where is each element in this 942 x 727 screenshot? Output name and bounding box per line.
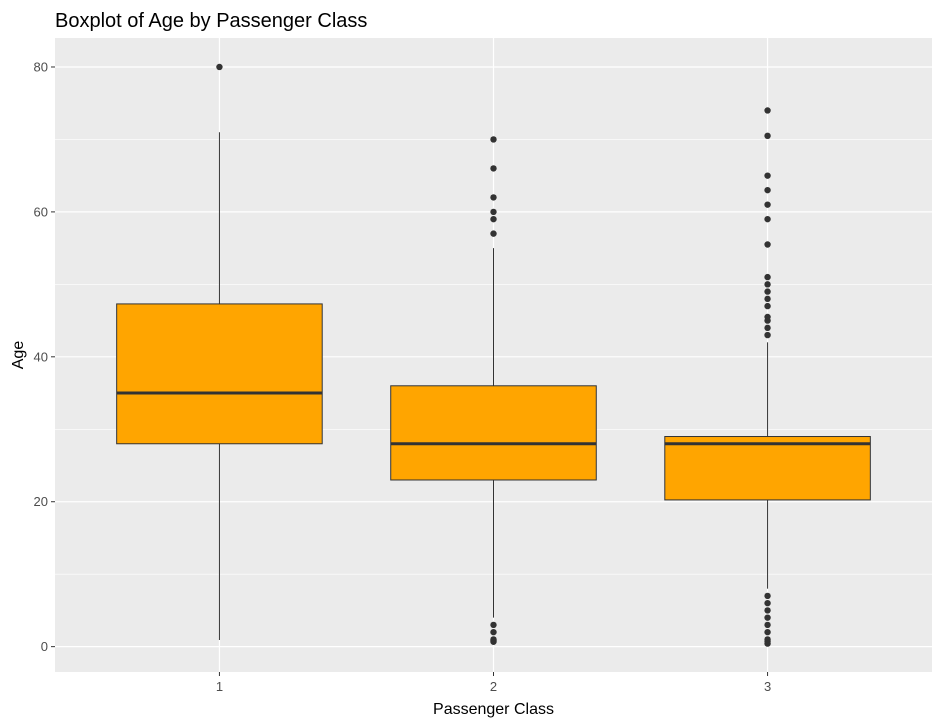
outlier-point xyxy=(490,194,497,201)
y-tick-label: 40 xyxy=(34,349,48,364)
box-iqr xyxy=(390,385,597,481)
outlier-point xyxy=(764,621,771,629)
outlier-point xyxy=(490,208,497,216)
outlier-point xyxy=(490,628,497,636)
outlier-point xyxy=(764,592,771,600)
x-axis-title: Passenger Class xyxy=(433,701,554,718)
x-tick-label: 1 xyxy=(216,679,223,694)
outlier-point xyxy=(490,136,497,143)
outlier-point xyxy=(764,313,771,321)
box-iqr xyxy=(664,436,871,501)
y-tick-label: 20 xyxy=(34,494,48,509)
x-tick-label: 2 xyxy=(490,679,497,694)
outlier-point xyxy=(490,636,497,643)
outlier-point xyxy=(764,295,771,303)
outlier-point xyxy=(764,201,771,208)
outlier-point xyxy=(490,621,497,629)
outlier-point xyxy=(764,607,771,614)
outlier-point xyxy=(490,215,497,223)
chart-title: Boxplot of Age by Passenger Class xyxy=(55,10,367,32)
outlier-point xyxy=(764,172,771,179)
outlier-point xyxy=(764,273,771,281)
outlier-point xyxy=(764,288,771,295)
x-tick-label: 3 xyxy=(764,679,771,694)
box-category-2 xyxy=(390,136,597,645)
box-category-3 xyxy=(664,107,871,647)
outlier-point xyxy=(490,165,497,172)
box-category-1 xyxy=(116,63,323,640)
outlier-point xyxy=(764,186,771,194)
outlier-point xyxy=(490,230,497,237)
y-axis-title: Age xyxy=(10,341,27,370)
box-iqr xyxy=(116,303,323,445)
y-tick-label: 0 xyxy=(41,639,48,654)
outlier-point xyxy=(216,63,223,71)
y-tick-label: 80 xyxy=(34,59,48,74)
x-axis: 1 2 3 xyxy=(216,672,771,694)
outlier-point xyxy=(764,628,771,636)
outlier-point xyxy=(764,324,771,332)
outlier-point xyxy=(764,636,771,643)
outlier-point xyxy=(764,281,771,288)
outlier-point xyxy=(764,599,771,607)
outlier-point xyxy=(764,302,771,310)
y-tick-label: 60 xyxy=(34,204,48,219)
outlier-point xyxy=(764,215,771,223)
outlier-point xyxy=(764,614,771,621)
outlier-point xyxy=(764,132,771,140)
outlier-point xyxy=(764,241,771,248)
outlier-point xyxy=(764,331,771,339)
y-axis: 0 20 40 60 80 xyxy=(34,59,55,654)
outlier-point xyxy=(764,107,771,114)
boxes xyxy=(116,63,871,647)
